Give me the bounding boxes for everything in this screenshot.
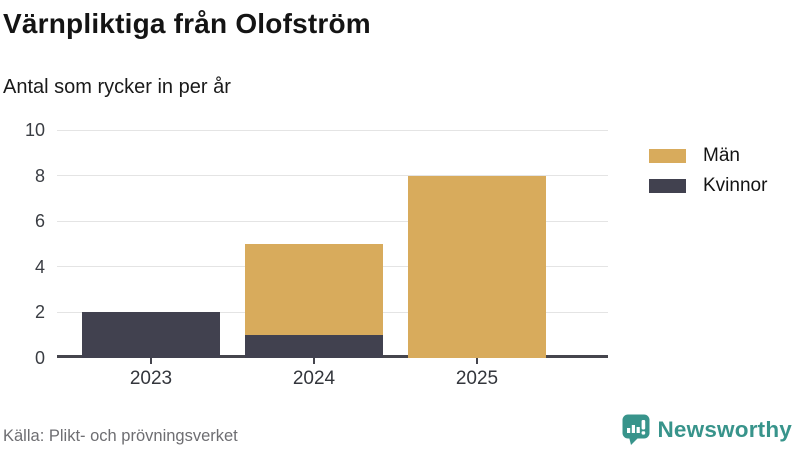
bar-segment-män-2024 [245, 244, 383, 336]
legend-swatch [649, 149, 686, 163]
legend: Män Kvinnor [649, 146, 767, 206]
x-tick-mark [313, 358, 315, 364]
legend-item-män: Män [649, 146, 767, 166]
bar-segment-män-2025 [408, 175, 546, 358]
x-tick-label: 2023 [129, 368, 173, 389]
legend-label: Kvinnor [703, 175, 768, 196]
y-tick-label: 0 [34, 348, 45, 368]
brand-logo: Newsworthy [622, 414, 792, 445]
y-tick-label: 6 [34, 211, 45, 232]
source-note: Källa: Plikt- och prövningsverket [3, 427, 238, 445]
legend-item-kvinnor: Kvinnor [649, 176, 767, 196]
bar-segment-kvinnor-2024 [245, 335, 383, 358]
chart-subtitle: Antal som rycker in per år [3, 76, 231, 98]
gridline-y10 [57, 129, 608, 131]
y-tick-label: 2 [34, 302, 45, 323]
plot-area: 0 2 4 6 8 10 2023 2024 2025 [25, 120, 608, 389]
legend-swatch [649, 179, 686, 193]
y-tick-label: 4 [34, 256, 45, 277]
x-tick-label: 2024 [292, 368, 336, 389]
gridline-y8 [57, 175, 608, 177]
legend-label: Män [703, 145, 740, 166]
gridline-y6 [57, 220, 608, 222]
x-tick-mark [476, 358, 478, 364]
x-tick-label: 2025 [455, 368, 499, 389]
x-tick-mark [150, 358, 152, 364]
newsworthy-icon [622, 414, 650, 445]
bar-segment-kvinnor-2023 [82, 312, 220, 358]
chart-title: Värnpliktiga från Olofström [3, 8, 371, 39]
y-tick-label: 10 [24, 120, 45, 140]
y-tick-label: 8 [34, 165, 45, 186]
brand-name: Newsworthy [657, 416, 792, 442]
